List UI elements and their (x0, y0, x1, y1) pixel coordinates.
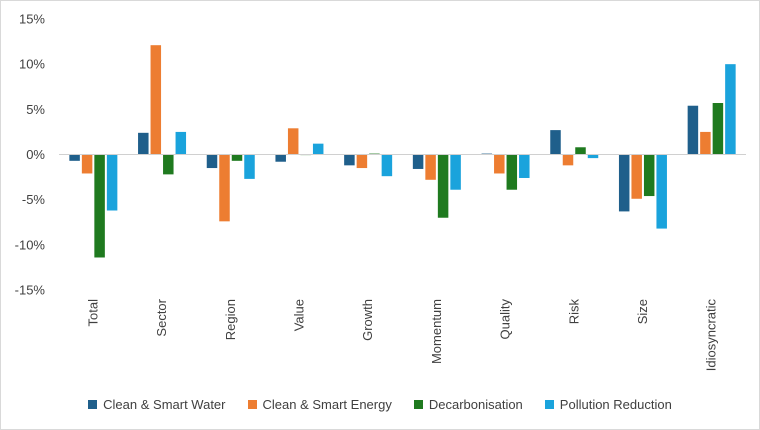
bar (244, 154, 255, 179)
y-tick-label: -10% (15, 237, 46, 252)
legend-label: Clean & Smart Water (103, 397, 226, 412)
bar (219, 154, 230, 222)
bar (687, 105, 699, 155)
legend: Clean & Smart Water Clean & Smart Energy D… (1, 397, 759, 412)
bar (175, 131, 187, 155)
bar (575, 147, 586, 155)
legend-swatch (413, 400, 423, 409)
bar (344, 154, 355, 166)
bar (425, 154, 436, 180)
y-tick-label: 10% (19, 57, 45, 72)
x-tick-label: Risk (566, 299, 581, 325)
bar (356, 154, 368, 169)
x-tick-label: Total (85, 299, 100, 327)
legend-item: Clean & Smart Energy (247, 397, 392, 412)
bar (69, 154, 80, 161)
bar (725, 64, 736, 155)
bar (81, 154, 93, 174)
bar (450, 154, 461, 190)
bar (506, 154, 518, 190)
bar (519, 154, 530, 178)
legend-swatch (88, 400, 98, 409)
x-tick-label: Sector (154, 298, 169, 336)
bar (150, 45, 162, 155)
bar (275, 154, 286, 162)
bar (312, 143, 324, 155)
y-tick-label: 15% (19, 12, 45, 27)
bar (712, 103, 724, 155)
bar (437, 154, 449, 218)
y-tick-label: -15% (15, 283, 46, 298)
bar (643, 154, 655, 197)
y-tick-label: 0% (26, 147, 45, 162)
bar (206, 154, 218, 169)
bar (412, 154, 424, 169)
x-tick-label: Region (223, 299, 238, 340)
bar (700, 131, 711, 155)
y-tick-label: -5% (22, 192, 46, 207)
x-tick-label: Quality (498, 299, 513, 340)
x-tick-label: Size (635, 299, 650, 324)
bar (631, 154, 642, 199)
x-tick-label: Value (291, 299, 306, 331)
bar (163, 154, 174, 175)
legend-swatch (247, 400, 257, 409)
bar (550, 130, 561, 155)
bar (494, 154, 505, 174)
legend-item: Clean & Smart Water (88, 397, 226, 412)
legend-label: Pollution Reduction (559, 397, 672, 412)
bar (106, 154, 118, 211)
bar (231, 154, 243, 161)
bar (618, 154, 630, 212)
bar (138, 132, 149, 155)
bar (381, 154, 393, 177)
x-tick-label: Momentum (429, 299, 444, 364)
bar (94, 154, 105, 258)
legend-item: Decarbonisation (413, 397, 523, 412)
legend-swatch (544, 400, 554, 409)
y-tick-label: 5% (26, 102, 45, 117)
legend-label: Decarbonisation (428, 397, 523, 412)
x-tick-label: Growth (360, 299, 375, 341)
bar (587, 154, 599, 159)
bar (287, 128, 299, 155)
legend-label: Clean & Smart Energy (262, 397, 392, 412)
legend-item: Pollution Reduction (544, 397, 672, 412)
x-tick-label: Idiosyncratic (704, 299, 719, 372)
bar (656, 154, 667, 229)
bar (562, 154, 574, 166)
bar-chart: 15% 10% 5% 0% -5% -10% -15% Total Sector Region Va… (15, 12, 746, 372)
